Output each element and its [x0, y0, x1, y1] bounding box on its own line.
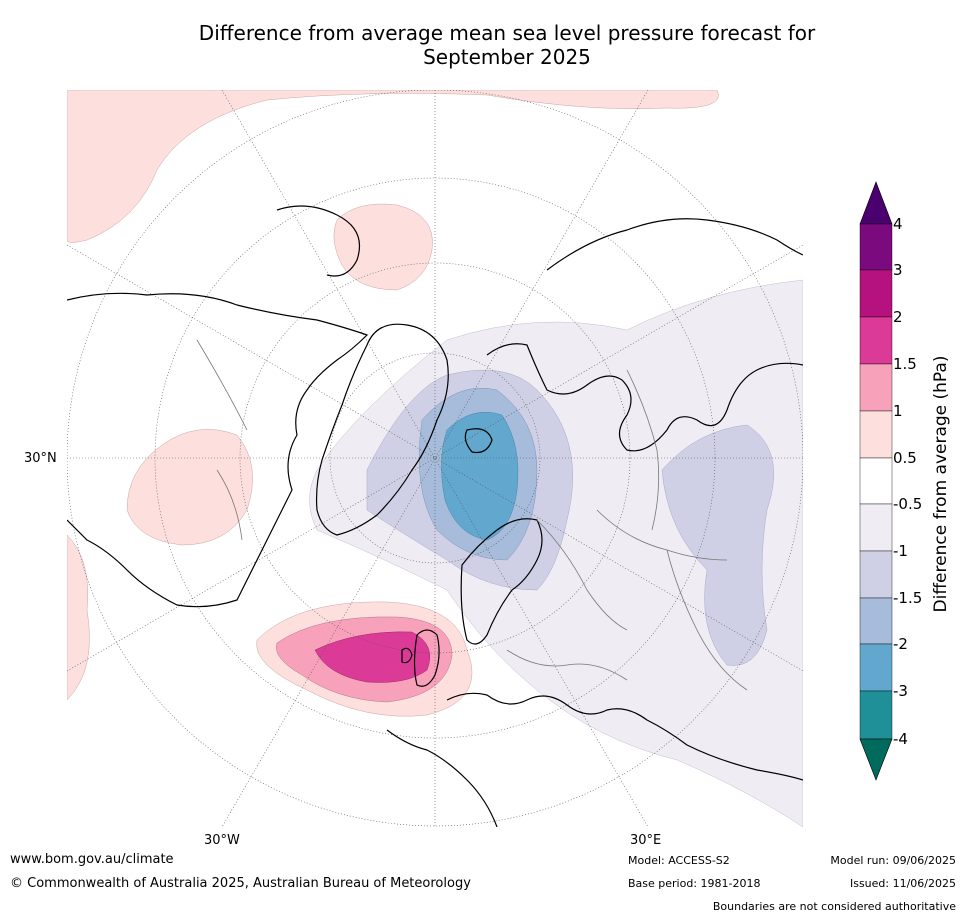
colorbar-tick: -4	[893, 730, 908, 748]
footer-disclaimer: Boundaries are not considered authoritat…	[712, 900, 956, 913]
colorbar-tick: -1.5	[893, 589, 923, 607]
colorbar-segment-neg4-neg3	[859, 690, 893, 740]
colorbar	[859, 181, 893, 781]
colorbar-tick: 2	[893, 308, 903, 326]
colorbar-segment-3-4	[859, 223, 893, 271]
footer-base-period: Base period: 1981-2018	[628, 877, 761, 890]
colorbar-tick: 0.5	[893, 449, 917, 467]
colorbar-tick: 4	[893, 215, 903, 233]
anomaly-region-pos-north	[67, 90, 719, 243]
polar-map	[67, 90, 803, 827]
colorbar-segment-neutral	[859, 457, 893, 505]
title-line-2: September 2025	[423, 45, 591, 69]
map-title: Difference from average mean sea level p…	[0, 21, 965, 69]
colorbar-tick: 1	[893, 402, 903, 420]
footer-issued: Issued: 11/06/2025	[849, 877, 956, 890]
colorbar-segment-0.5-1	[859, 410, 893, 459]
colorbar-title: Difference from average (hPa)	[931, 355, 951, 613]
lon-label-30e: 30°E	[630, 833, 662, 848]
colorbar-segment-gt4	[859, 181, 893, 225]
colorbar-segment-1-1.5	[859, 363, 893, 412]
colorbar-segment-neg2-neg1.5	[859, 597, 893, 645]
colorbar-tick: 1.5	[893, 355, 917, 373]
colorbar-tick: -3	[893, 682, 908, 700]
coastlines	[67, 205, 803, 827]
map-canvas	[67, 90, 803, 827]
lat-label-30n: 30°N	[24, 451, 57, 466]
colorbar-segment-neg3-neg2	[859, 643, 893, 692]
lon-label-30w: 30°W	[204, 833, 240, 848]
graticule	[67, 90, 803, 827]
colorbar-tick: 3	[893, 261, 903, 279]
anomaly-region-1.5-2	[314, 631, 431, 683]
colorbar-segment-neg1.5-neg1	[859, 550, 893, 599]
anomaly-region-neg-siberia	[661, 424, 774, 666]
colorbar-segment-neg1-neg0.5	[859, 503, 893, 552]
footer-model-run: Model run: 09/06/2025	[830, 854, 956, 867]
colorbar-tick: -1	[893, 542, 908, 560]
footer-website[interactable]: www.bom.gov.au/climate	[10, 852, 174, 867]
footer-copyright: © Commonwealth of Australia 2025, Austra…	[10, 876, 471, 891]
colorbar-segment-1.5-2	[859, 316, 893, 365]
footer-model: Model: ACCESS-S2	[628, 854, 730, 867]
anomaly-region-pos-arctic	[333, 203, 433, 291]
colorbar-segment-lt-neg4	[859, 738, 893, 781]
colorbar-tick: -0.5	[893, 495, 923, 513]
title-line-1: Difference from average mean sea level p…	[198, 21, 816, 45]
anomaly-region-pos-pacific	[126, 429, 253, 546]
colorbar-tick: -2	[893, 635, 908, 653]
colorbar-segment-2-3	[859, 269, 893, 318]
country-borders	[196, 339, 748, 691]
